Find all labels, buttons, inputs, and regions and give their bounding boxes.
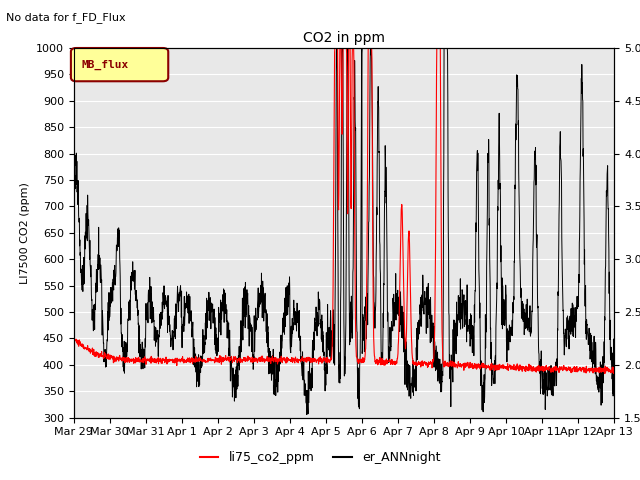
Title: CO2 in ppm: CO2 in ppm: [303, 32, 385, 46]
Text: MB_flux: MB_flux: [82, 60, 129, 70]
Text: No data for f_FD_Flux: No data for f_FD_Flux: [6, 12, 126, 23]
Y-axis label: LI7500 CO2 (ppm): LI7500 CO2 (ppm): [20, 182, 30, 284]
Legend: li75_co2_ppm, er_ANNnight: li75_co2_ppm, er_ANNnight: [195, 446, 445, 469]
FancyBboxPatch shape: [71, 48, 168, 81]
